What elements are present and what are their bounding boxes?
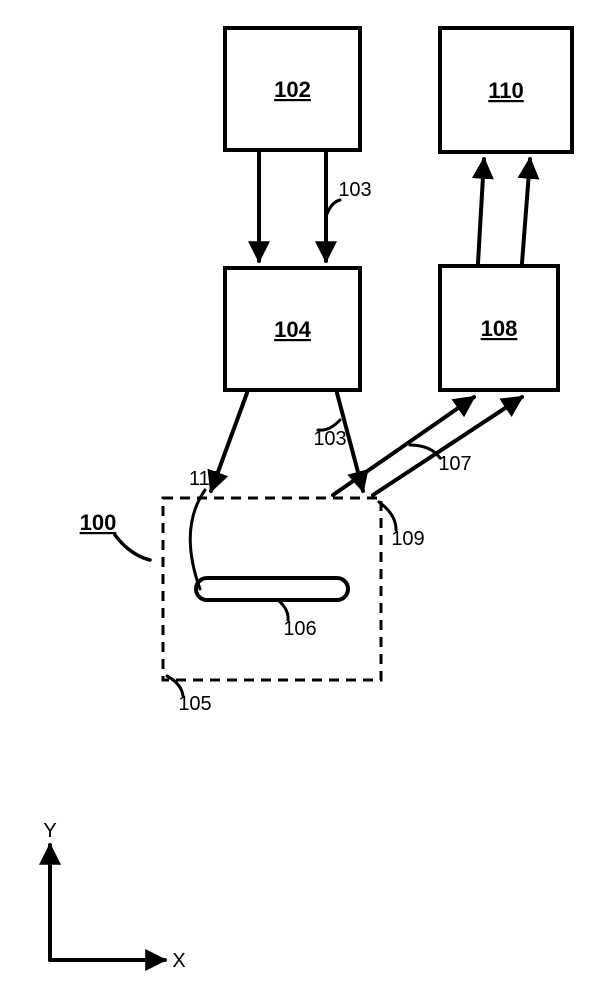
- arrow-108-110-a: [478, 159, 484, 263]
- box-label-110: 110: [488, 78, 524, 103]
- arrow-108-110-b: [522, 159, 530, 263]
- box-label-104: 104: [274, 317, 311, 342]
- box-label-108: 108: [481, 316, 518, 341]
- arrow-stage-108-b: [373, 397, 522, 495]
- x-axis-label: X: [172, 950, 185, 972]
- diagram-canvas: XY 102104108110 103103107109105106113 10…: [0, 0, 613, 1000]
- hook-106: [278, 600, 288, 620]
- figure-ref-100: 100: [80, 510, 117, 535]
- box-label-102: 102: [274, 77, 311, 102]
- hook-113: [190, 490, 205, 589]
- sample-pill: [196, 578, 348, 600]
- ref-103-a: 103: [338, 179, 371, 201]
- boxes: 102 104 108 110: [225, 28, 572, 390]
- axes: XY: [43, 820, 185, 972]
- hook-103-a: [327, 200, 340, 214]
- y-axis-label: Y: [43, 820, 56, 842]
- ref-107: 107: [438, 453, 471, 475]
- reference-labels: 103103107109105106113: [167, 179, 472, 715]
- figure-ref-hook: [115, 535, 150, 560]
- sample-stage: [163, 498, 381, 680]
- figure-number: 100: [80, 510, 150, 560]
- ref-113: 113: [189, 468, 221, 490]
- arrow-stage-108-a: [333, 397, 474, 495]
